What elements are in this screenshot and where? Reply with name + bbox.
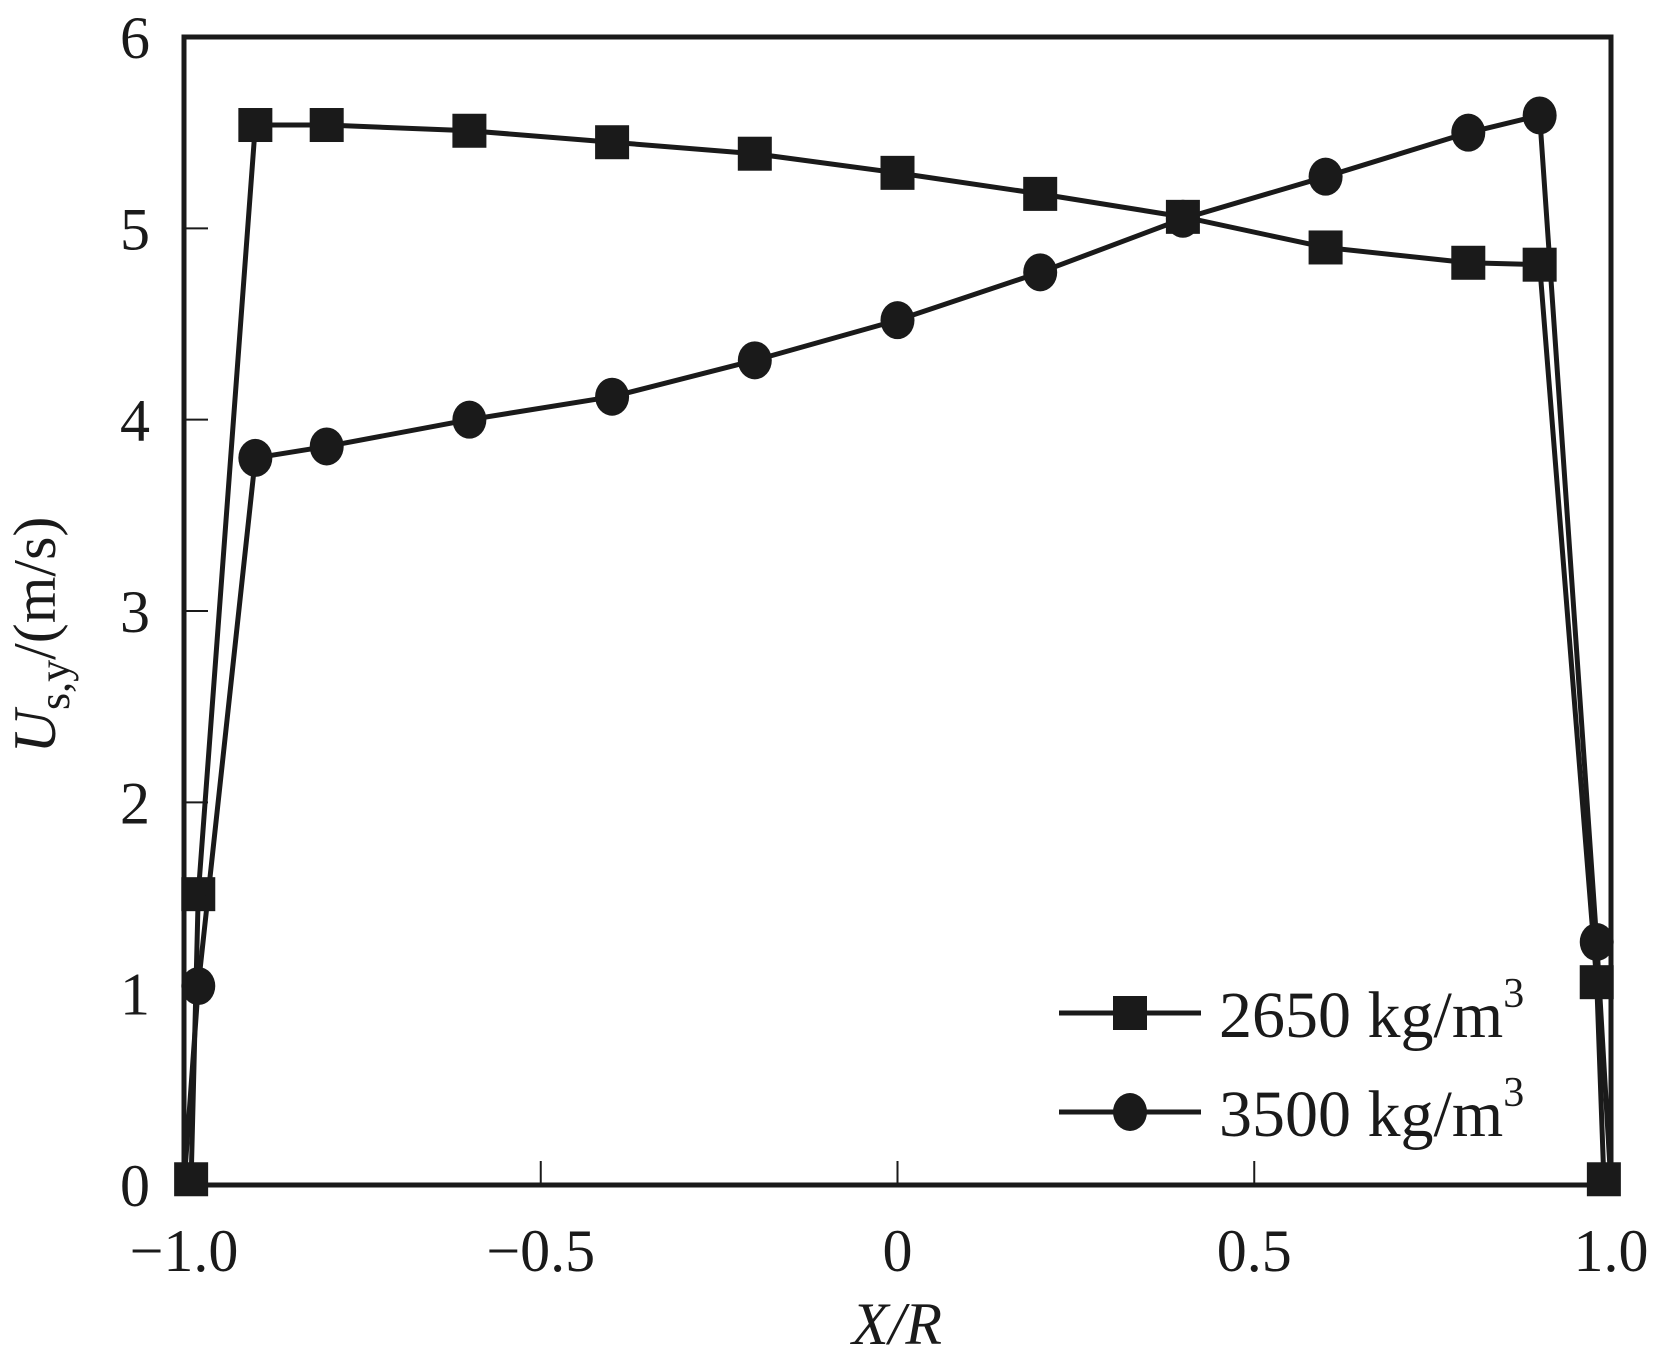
- data-point-circle: [181, 967, 216, 1006]
- y-tick-label: 5: [120, 196, 150, 262]
- data-point-square: [238, 108, 273, 143]
- data-point-circle: [1522, 96, 1557, 135]
- legend-marker-square: [1113, 996, 1147, 1030]
- ticks: −1.0 −0.5 0 0.5 1.0 0 1 2 3 4 5 6: [120, 5, 1649, 1284]
- data-point-circle: [1579, 923, 1614, 962]
- data-point-circle: [238, 438, 273, 477]
- legend-item: 3500 kg/m3: [1059, 1070, 1524, 1151]
- data-point-circle: [1023, 253, 1058, 292]
- series-layer: [174, 96, 1621, 1197]
- y-axis-title: Us,y/(m/s): [2, 517, 79, 754]
- data-point-circle: [737, 341, 772, 380]
- x-tick-label: −0.5: [486, 1218, 595, 1284]
- data-point-circle: [1308, 157, 1343, 196]
- data-point-circle: [595, 377, 630, 416]
- data-point-square: [309, 108, 344, 143]
- data-point-circle: [1451, 113, 1486, 152]
- data-point-square: [174, 1162, 209, 1197]
- data-point-circle: [452, 400, 487, 439]
- y-tick-label: 3: [120, 579, 150, 645]
- legend-marker-circle: [1113, 1093, 1147, 1131]
- y-tick-label: 1: [120, 962, 150, 1028]
- data-point-circle: [309, 427, 344, 466]
- y-tick-label: 4: [120, 388, 150, 454]
- data-point-square: [452, 113, 487, 148]
- data-point-square: [737, 136, 772, 171]
- data-point-circle: [1165, 199, 1200, 238]
- data-point-square: [1023, 176, 1058, 211]
- legend-item: 2650 kg/m3: [1059, 971, 1524, 1052]
- series-2: [181, 96, 1614, 1186]
- legend-label: 2650 kg/m3: [1219, 971, 1524, 1052]
- x-tick-label: 1.0: [1574, 1218, 1649, 1284]
- y-tick-label: 0: [120, 1153, 150, 1219]
- legend-label-main: 2650 kg/m: [1219, 979, 1503, 1052]
- y-tick-label: 6: [120, 5, 150, 71]
- y-axis-title-main: U: [2, 706, 68, 753]
- y-tick-label: 2: [120, 770, 150, 836]
- y-axis-title-unit: /(m/s): [2, 517, 68, 660]
- legend-label-sup: 3: [1503, 1070, 1524, 1116]
- x-axis-title: X/R: [850, 1291, 942, 1357]
- legend-label-sup: 3: [1503, 971, 1524, 1017]
- legend-label-main: 3500 kg/m: [1219, 1078, 1503, 1151]
- data-point-square: [595, 125, 630, 160]
- data-point-square: [880, 155, 915, 190]
- legend-label: 3500 kg/m3: [1219, 1070, 1524, 1151]
- x-tick-label: 0.5: [1217, 1218, 1292, 1284]
- data-point-square: [1586, 1162, 1621, 1197]
- y-axis-title-sub: s,y: [30, 660, 79, 710]
- data-point-square: [1308, 230, 1343, 265]
- x-tick-label: 0: [883, 1218, 913, 1284]
- x-tick-label: −1.0: [130, 1218, 239, 1284]
- plot-frame: [181, 34, 1614, 1188]
- series-line: [182, 122, 1607, 1187]
- data-point-square: [1451, 245, 1486, 280]
- data-point-circle: [880, 301, 915, 340]
